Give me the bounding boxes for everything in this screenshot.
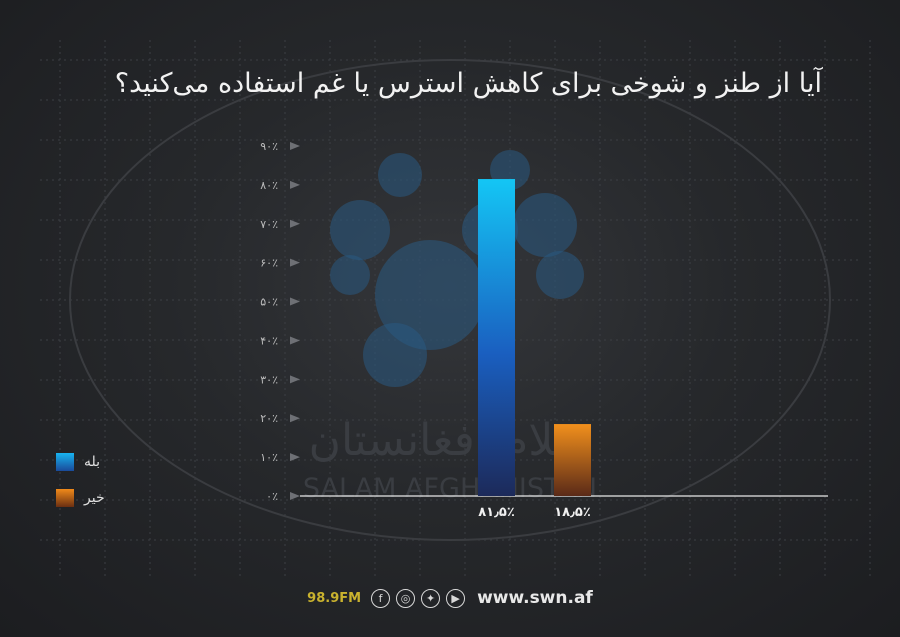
website-link[interactable]: www.swn.af bbox=[477, 588, 593, 608]
bar bbox=[478, 179, 515, 497]
y-tick-arrow bbox=[290, 492, 300, 500]
y-tick-label: ۱۰٪ bbox=[260, 451, 278, 464]
y-tick-label: ۴۰٪ bbox=[260, 334, 278, 347]
y-tick-arrow bbox=[290, 414, 300, 423]
y-tick-arrow bbox=[290, 258, 300, 267]
y-tick-arrow bbox=[290, 297, 300, 306]
instagram-icon[interactable]: ◎ bbox=[396, 588, 416, 608]
legend-item-yes: بله bbox=[56, 453, 100, 471]
watermark-persian: سلام افغانستان bbox=[309, 415, 592, 466]
y-tick-arrow bbox=[290, 453, 300, 462]
y-tick-arrow bbox=[290, 336, 300, 345]
youtube-icon[interactable]: ▶ bbox=[446, 588, 466, 608]
watermark-latin: SALAM AFGHANISTAN bbox=[303, 473, 597, 504]
legend-swatch-yes bbox=[56, 453, 74, 471]
y-tick-label: ۵۰٪ bbox=[260, 296, 278, 309]
legend-item-no: خیر bbox=[56, 489, 105, 507]
legend-label-no: خیر bbox=[84, 490, 105, 506]
data-label: ۱۸٫۵٪ bbox=[554, 505, 591, 520]
y-tick-label: ۷۰٪ bbox=[260, 218, 278, 231]
y-tick-arrow bbox=[290, 219, 300, 228]
y-tick-arrow bbox=[290, 142, 300, 150]
chart-title: آیا از طنز و شوخی برای کاهش استرس یا غم … bbox=[114, 68, 822, 99]
y-tick-arrow bbox=[290, 180, 300, 189]
y-tick-label: ۰٪ bbox=[266, 490, 278, 503]
bar bbox=[554, 424, 591, 496]
data-label: ۸۱٫۵٪ bbox=[478, 505, 515, 520]
facebook-icon[interactable]: f bbox=[371, 588, 391, 608]
legend-label-yes: بله bbox=[84, 454, 101, 470]
y-tick-label: ۹۰٪ bbox=[260, 140, 278, 153]
y-tick-label: ۳۰٪ bbox=[260, 373, 278, 386]
y-tick-label: ۶۰٪ bbox=[260, 257, 278, 270]
footer: 98.9FM f ◎ ✦ ▶ www.swn.af bbox=[0, 588, 900, 608]
twitter-icon[interactable]: ✦ bbox=[421, 588, 441, 608]
radio-frequency: 98.9FM bbox=[307, 590, 362, 606]
y-tick-label: ۲۰٪ bbox=[260, 412, 278, 425]
legend-swatch-no bbox=[56, 489, 74, 507]
y-tick-label: ۸۰٪ bbox=[260, 179, 278, 192]
y-tick-arrow bbox=[290, 375, 300, 384]
